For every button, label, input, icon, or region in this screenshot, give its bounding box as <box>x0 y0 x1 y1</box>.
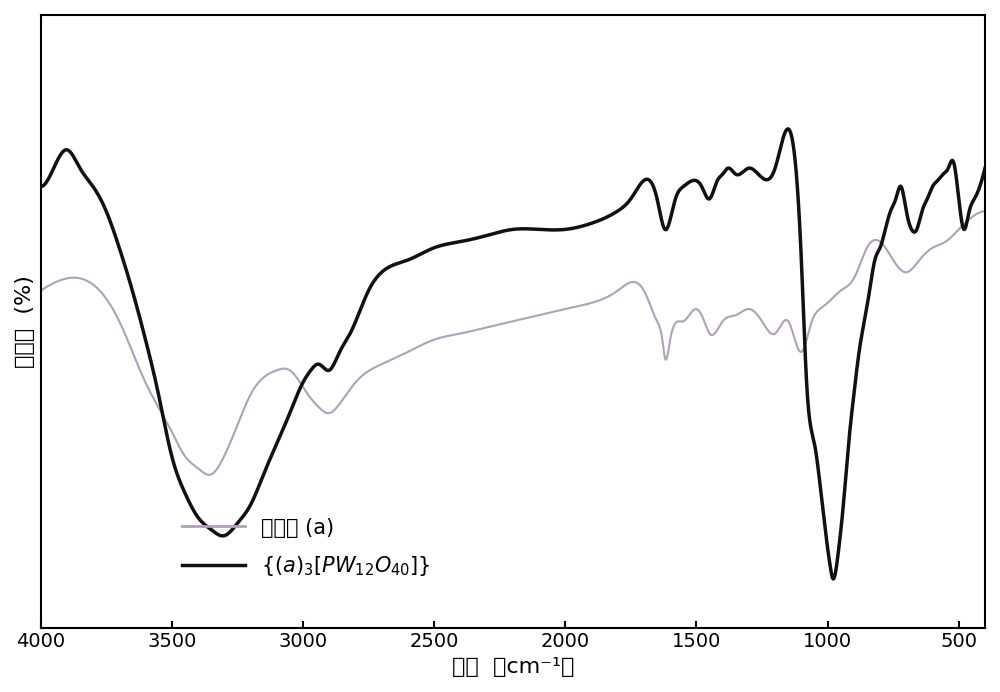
Legend: 环已胺 (a), $\{(a)_3[PW_{12}O_{40}]\}$: 环已胺 (a), $\{(a)_3[PW_{12}O_{40}]\}$ <box>174 509 439 587</box>
X-axis label: 波数  （cm⁻¹）: 波数 （cm⁻¹） <box>452 657 574 677</box>
Y-axis label: 透射率  (%): 透射率 (%) <box>15 275 35 367</box>
